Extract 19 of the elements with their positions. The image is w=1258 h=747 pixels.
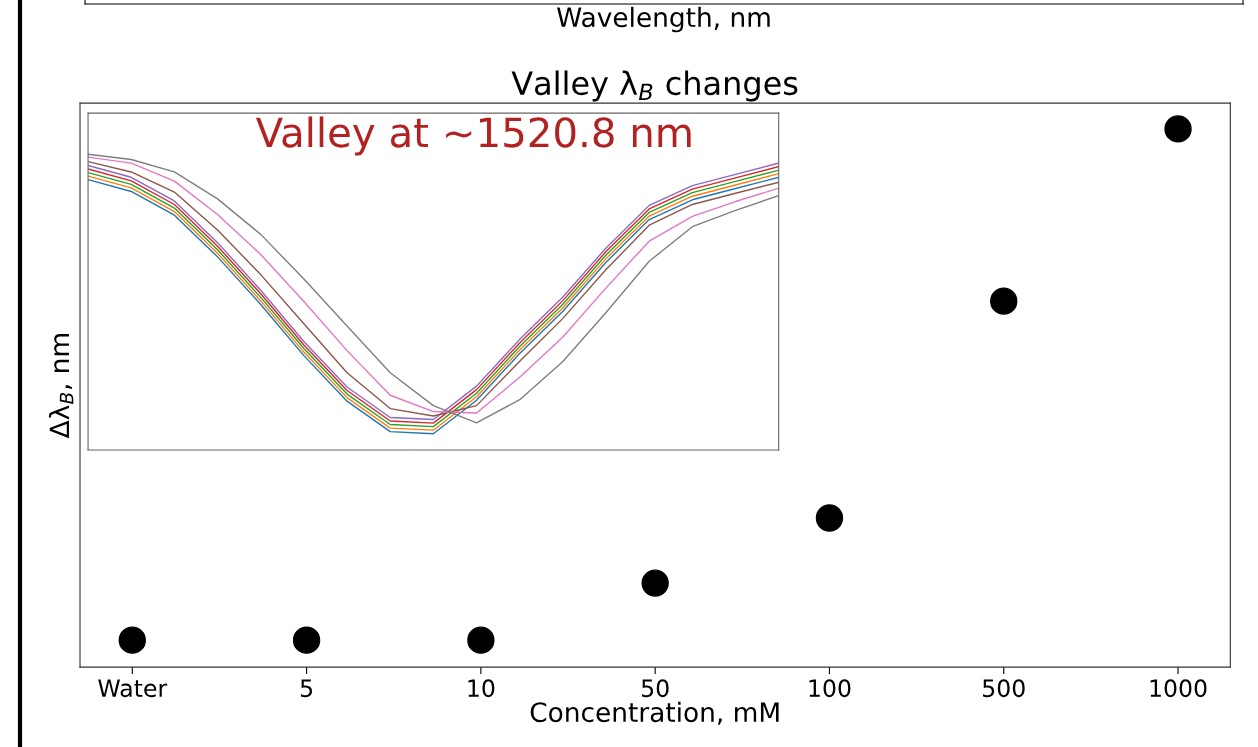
annotation: Valley at ~1520.8 nm <box>255 116 691 156</box>
x-tick-label: 10 <box>468 679 495 698</box>
point <box>292 626 321 654</box>
x-tick-label: 5 <box>300 679 313 698</box>
y-axis-title: Δλ$_{B}$, nm <box>48 334 74 439</box>
chart-title: Valley λ$_{B}$ changes <box>511 70 798 102</box>
point <box>990 287 1018 315</box>
x-tick-label: 50 <box>641 679 669 698</box>
point <box>815 504 844 532</box>
x-tick-label: Water <box>98 679 168 698</box>
x-tick-label: 500 <box>983 679 1025 698</box>
x-axis-title: Concentration, mM <box>530 701 779 725</box>
text: Wavelength, nm <box>557 6 770 33</box>
point <box>467 626 495 654</box>
x-tick-label: 100 <box>809 679 851 698</box>
x-tick-label: 1000 <box>1150 679 1207 698</box>
point <box>641 569 669 597</box>
point <box>118 626 146 654</box>
point <box>1164 115 1192 143</box>
